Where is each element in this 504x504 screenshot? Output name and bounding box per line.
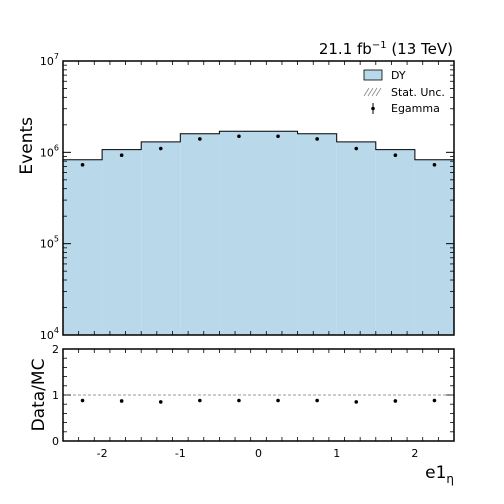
ratio-x-tick-label-2: 0 [255,447,262,460]
egamma-point-1 [119,153,124,158]
ratio-x-tick-label-3: 1 [333,447,340,460]
dy-bar-8 [375,149,415,335]
dy-bar-1 [102,149,142,335]
main-y-tick-label-3: 107 [40,52,59,68]
main-y-tick-exp-2: 6 [54,143,59,152]
dy-bar-6 [297,133,337,335]
legend-dy-label: DY [391,69,406,82]
egamma-point-3 [198,137,202,141]
ratio-panel: 0 1 2 -2 -1 0 1 2 Data/MC e1η [29,343,455,486]
legend-dy-swatch [363,69,383,81]
ratio-point-6 [315,398,319,403]
egamma-point-0 [80,163,85,167]
dy-bar-0 [63,159,103,335]
main-frame [62,60,455,336]
egamma-point-7 [354,146,359,151]
main-y-tick-exp-3: 7 [54,52,59,61]
ratio-x-tick-label-4: 2 [411,447,418,460]
ratio-point-1 [119,399,124,403]
main-y-tick-label-2: 106 [40,143,59,159]
ratio-y-tick-label-1: 1 [52,389,59,402]
dy-bar-3 [180,133,220,335]
x-axis-title-main: e1 [425,463,446,483]
dy-bar-2 [141,141,181,335]
ratio-y-axis-title: Data/MC [29,359,49,432]
energy-label: (13 TeV) [387,40,453,58]
legend-egamma-marker [371,103,375,114]
main-y-tick-base-3: 10 [40,55,54,68]
dy-outline [62,130,455,335]
main-y-tick-base-2: 10 [40,146,54,159]
main-y-tick-base-0: 10 [40,329,54,342]
ratio-points [80,398,437,404]
lumi-value: 21.1 fb [319,40,372,58]
ratio-point-5 [276,398,280,403]
x-axis-title: e1η [425,463,454,486]
legend-stat-unc-swatch [363,87,382,97]
ratio-point-0 [80,398,85,403]
main-y-tick-exp-0: 4 [54,326,59,335]
ratio-x-ticks: -2 -1 0 1 2 [62,349,455,460]
dy-bar-4 [219,131,259,335]
egamma-point-2 [158,146,163,151]
ratio-point-2 [158,400,163,404]
main-y-tick-label-1: 105 [40,235,59,251]
ratio-frame [62,348,455,442]
ratio-y-ticks: 0 1 2 [52,343,454,448]
main-y-tick-exp-1: 5 [54,235,59,244]
main-y-tick-label-0: 104 [40,326,59,342]
legend-egamma-label: Egamma [391,102,440,115]
x-axis-title-sub: η [446,472,454,486]
egamma-points [80,134,437,167]
egamma-point-5 [276,134,280,139]
egamma-point-6 [315,137,319,141]
ratio-point-9 [432,398,437,403]
dy-bar-7 [336,141,376,335]
egamma-point-4 [237,134,241,139]
legend-stat-unc-label: Stat. Unc. [391,86,445,99]
ratio-x-tick-label-0: -2 [97,447,108,460]
egamma-point-8 [393,153,398,158]
lumi-exponent: −1 [372,40,387,51]
ratio-x-tick-label-1: -1 [175,447,186,460]
ratio-point-3 [198,398,202,403]
ratio-y-tick-label-0: 0 [52,435,59,448]
dy-bar-5 [258,131,298,335]
ratio-point-4 [237,398,241,403]
main-y-axis-title: Events [17,117,37,175]
legend: DY Stat. Unc. Egamma [363,69,445,115]
ratio-point-7 [354,400,359,404]
egamma-point-9 [432,163,437,167]
main-y-tick-base-1: 10 [40,238,54,251]
ratio-point-8 [393,399,398,403]
dy-histogram [62,130,455,335]
dy-bar-9 [414,159,454,335]
ratio-y-tick-label-2: 2 [52,343,59,356]
lumi-label: 21.1 fb−1 (13 TeV) [319,40,453,58]
